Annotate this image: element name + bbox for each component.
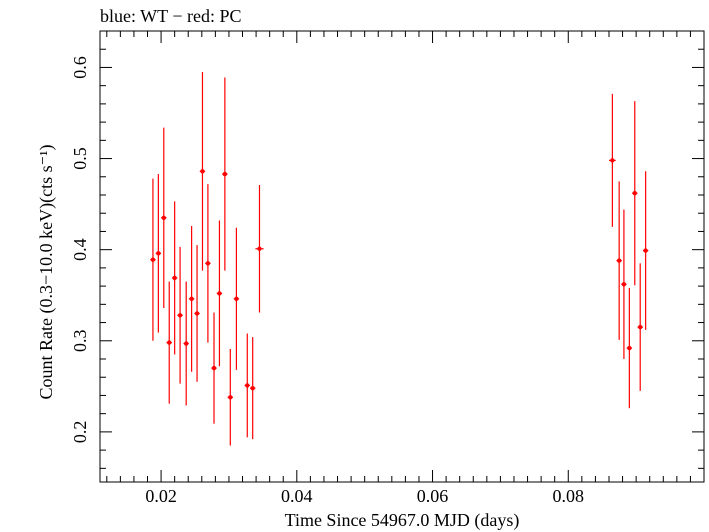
point-marker (167, 340, 172, 345)
y-tick-label: 0.4 (70, 238, 90, 261)
data-point (188, 225, 195, 372)
data-point (616, 181, 622, 340)
plot-frame (99, 30, 705, 483)
data-point (222, 77, 228, 271)
point-marker (621, 282, 627, 287)
data-point (642, 171, 649, 330)
point-marker (234, 296, 239, 302)
point-marker (172, 275, 177, 281)
data-point (199, 72, 206, 271)
point-marker (161, 215, 166, 220)
axis-ticks (100, 30, 704, 482)
point-marker (616, 258, 622, 263)
point-marker (250, 385, 255, 391)
y-tick-label: 0.3 (70, 330, 90, 353)
data-point (227, 348, 234, 446)
data-point (621, 209, 627, 359)
point-marker (643, 248, 648, 253)
data-point (205, 184, 211, 343)
point-marker (200, 169, 205, 174)
point-marker (156, 251, 161, 256)
x-axis-label: Time Since 54967.0 MJD (days) (285, 510, 520, 531)
data-point (626, 287, 633, 409)
data-points (150, 72, 649, 446)
x-tick-label: 0.06 (417, 486, 449, 506)
chart-title: blue: WT − red: PC (100, 6, 241, 26)
point-marker (638, 324, 643, 330)
point-marker (627, 345, 632, 351)
data-point (166, 281, 172, 404)
data-point (632, 101, 638, 286)
x-tick-label: 0.04 (281, 486, 313, 506)
data-point (216, 220, 223, 367)
data-point (171, 201, 178, 355)
x-tick-label: 0.08 (553, 486, 585, 506)
point-marker (222, 171, 228, 177)
data-point (211, 312, 217, 424)
point-marker (217, 291, 222, 296)
data-point (249, 337, 256, 440)
point-marker (205, 261, 211, 266)
data-point (255, 184, 264, 313)
data-point (161, 127, 167, 308)
data-point (637, 263, 643, 391)
point-marker (177, 313, 183, 318)
y-tick-label: 0.6 (70, 56, 90, 79)
x-tick-label: 0.02 (145, 486, 177, 506)
point-marker (194, 311, 200, 316)
data-point (150, 178, 156, 341)
point-marker (189, 296, 194, 302)
point-marker (245, 383, 250, 388)
point-marker (183, 341, 189, 346)
data-point (155, 174, 162, 333)
data-point (233, 227, 240, 370)
point-marker (211, 365, 217, 371)
point-marker (610, 158, 615, 163)
point-marker (632, 190, 637, 196)
data-point (244, 333, 250, 438)
point-marker (257, 246, 262, 251)
y-axis-label: Count Rate (0.3−10.0 keV)(cts s⁻¹) (36, 144, 57, 399)
point-marker (150, 257, 156, 262)
tick-labels: 0.02 0.04 0.06 0.08 0.2 0.3 0.4 0.5 0.6 (70, 56, 584, 506)
data-point (608, 93, 616, 227)
data-point (183, 281, 189, 406)
data-point (177, 246, 183, 384)
y-tick-label: 0.5 (70, 147, 90, 170)
point-marker (228, 395, 233, 400)
y-tick-label: 0.2 (70, 421, 90, 444)
data-point (194, 245, 200, 382)
